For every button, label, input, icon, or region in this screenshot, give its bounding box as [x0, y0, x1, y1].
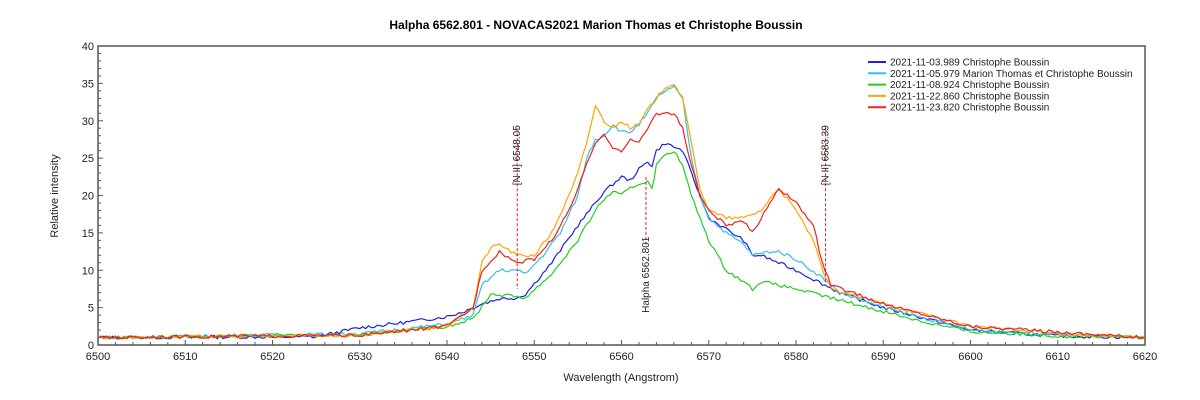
y-tick-label: 5 [88, 303, 94, 315]
y-tick-label: 0 [88, 340, 94, 352]
legend-entry: 2021-11-08.924 Christophe Boussin [890, 80, 1049, 91]
x-tick-label: 6560 [609, 351, 633, 363]
y-tick-label: 35 [82, 78, 94, 90]
x-tick-label: 6580 [784, 351, 808, 363]
x-tick-label: 6600 [958, 351, 982, 363]
annotation-label: [N II] 6548.05 [512, 125, 523, 185]
series-line [97, 111, 1146, 340]
y-tick-label: 40 [82, 41, 94, 53]
annotation-label: [N II] 6583.39 [821, 125, 832, 185]
x-tick-label: 6530 [348, 351, 372, 363]
x-tick-label: 6610 [1046, 351, 1070, 363]
y-tick-label: 15 [82, 228, 94, 240]
x-tick-label: 6570 [697, 351, 721, 363]
x-tick-label: 6540 [435, 351, 459, 363]
x-axis-label: Wavelength (Angstrom) [563, 372, 678, 384]
x-tick-label: 6500 [86, 351, 110, 363]
y-tick-label: 30 [82, 116, 94, 128]
series-line [97, 83, 1146, 340]
legend-entry: 2021-11-05.979 Marion Thomas et Christop… [890, 69, 1133, 80]
y-axis-label: Relative intensity [49, 154, 61, 238]
x-tick-label: 6590 [871, 351, 895, 363]
series-line [97, 84, 1146, 340]
annotation-label: Halpha 6562.801 [641, 236, 652, 313]
plot-frame [97, 45, 1146, 346]
y-tick-label: 25 [82, 153, 94, 165]
y-tick-label: 20 [82, 191, 94, 203]
legend-entry: 2021-11-23.820 Christophe Boussin [890, 103, 1049, 114]
legend-entry: 2021-11-22.860 Christophe Boussin [890, 91, 1049, 102]
x-tick-label: 6510 [173, 351, 197, 363]
x-tick-label: 6550 [522, 351, 546, 363]
legend-entry: 2021-11-03.989 Christophe Boussin [890, 58, 1049, 69]
x-tick-label: 6520 [260, 351, 284, 363]
y-tick-label: 10 [82, 265, 94, 277]
x-tick-label: 6620 [1133, 351, 1157, 363]
chart-title: Halpha 6562.801 - NOVACAS2021 Marion Tho… [389, 18, 802, 32]
